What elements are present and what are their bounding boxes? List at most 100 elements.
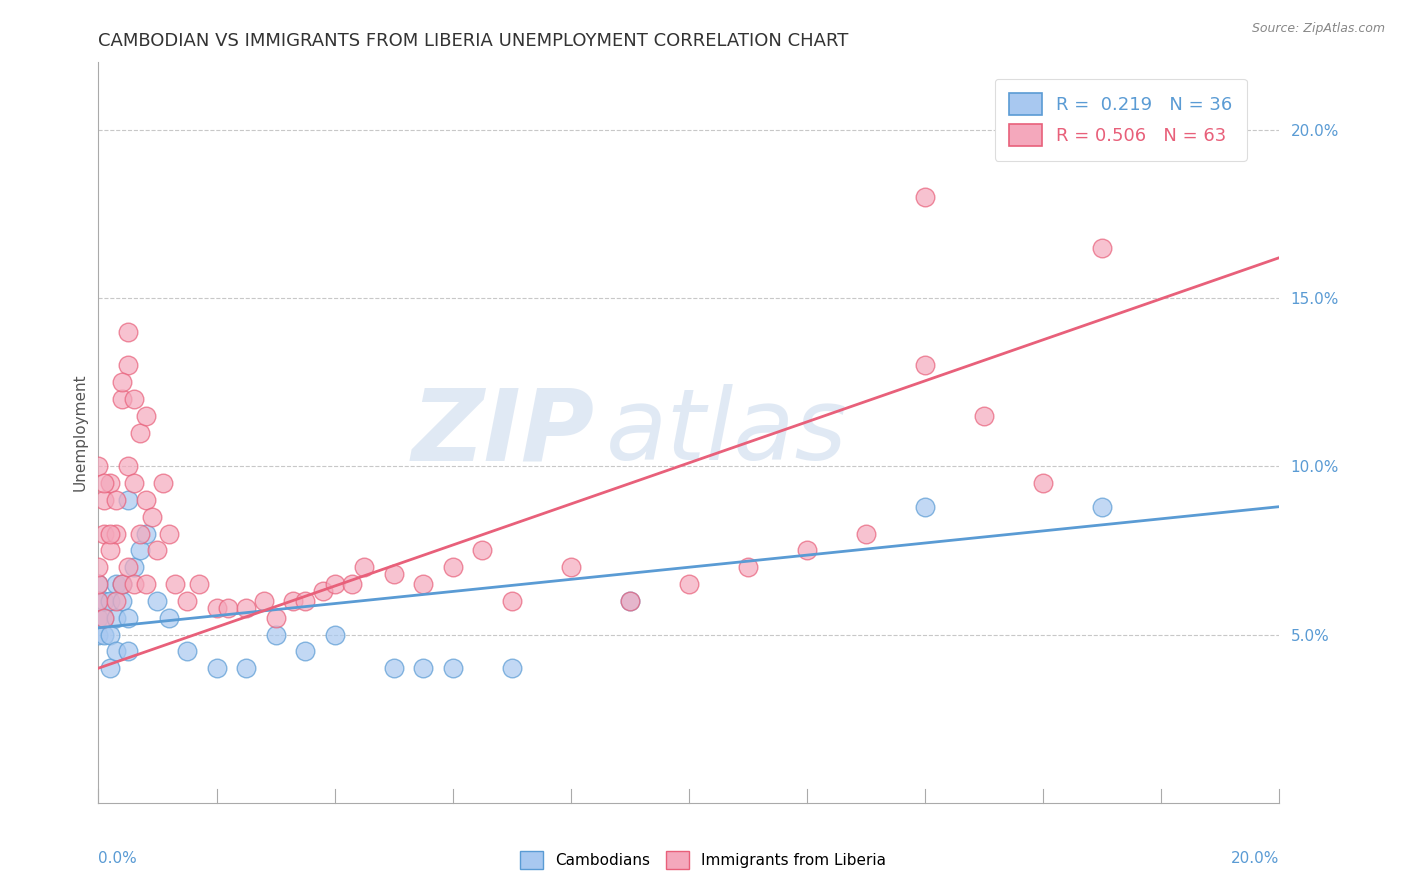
Y-axis label: Unemployment: Unemployment [72, 374, 87, 491]
Point [93, 526, 115, 541]
Point [176, 594, 198, 608]
Point [294, 644, 316, 658]
Point [283, 594, 305, 608]
Point [105, 594, 128, 608]
Point [501, 594, 523, 608]
Point [619, 594, 641, 608]
Point [105, 492, 128, 507]
Point [98, 526, 121, 541]
Point [217, 600, 239, 615]
Point [117, 560, 139, 574]
Point [117, 459, 139, 474]
Point [264, 627, 287, 641]
Point [98, 594, 121, 608]
Point [176, 644, 198, 658]
Point [87, 577, 110, 591]
Point [152, 476, 174, 491]
Point [105, 577, 128, 591]
Point [1091, 500, 1114, 514]
Point [855, 526, 877, 541]
Point [87, 594, 110, 608]
Point [205, 661, 228, 675]
Text: 20.0%: 20.0% [1232, 851, 1279, 866]
Point [111, 577, 134, 591]
Point [678, 577, 700, 591]
Point [87, 459, 110, 474]
Point [135, 526, 157, 541]
Point [87, 627, 110, 641]
Legend: Cambodians, Immigrants from Liberia: Cambodians, Immigrants from Liberia [515, 845, 891, 875]
Point [914, 190, 936, 204]
Point [146, 543, 169, 558]
Point [98, 543, 121, 558]
Point [93, 492, 115, 507]
Point [294, 594, 316, 608]
Point [117, 359, 139, 373]
Point [122, 577, 145, 591]
Point [323, 577, 346, 591]
Point [441, 560, 464, 574]
Text: ZIP: ZIP [412, 384, 595, 481]
Point [87, 577, 110, 591]
Point [93, 610, 115, 624]
Point [187, 577, 209, 591]
Point [165, 577, 187, 591]
Point [1091, 240, 1114, 255]
Point [135, 409, 157, 423]
Point [87, 560, 110, 574]
Point [87, 610, 110, 624]
Point [105, 526, 128, 541]
Point [98, 476, 121, 491]
Point [619, 594, 641, 608]
Point [98, 661, 121, 675]
Point [111, 375, 134, 389]
Point [205, 600, 228, 615]
Point [122, 392, 145, 406]
Point [111, 392, 134, 406]
Point [128, 425, 150, 440]
Point [87, 594, 110, 608]
Text: atlas: atlas [606, 384, 848, 481]
Point [157, 526, 180, 541]
Point [135, 577, 157, 591]
Point [93, 610, 115, 624]
Point [560, 560, 582, 574]
Point [914, 500, 936, 514]
Point [1032, 476, 1054, 491]
Point [796, 543, 818, 558]
Text: Source: ZipAtlas.com: Source: ZipAtlas.com [1251, 22, 1385, 36]
Point [382, 661, 405, 675]
Point [117, 492, 139, 507]
Point [93, 627, 115, 641]
Point [412, 577, 434, 591]
Point [914, 359, 936, 373]
Point [323, 627, 346, 641]
Point [253, 594, 276, 608]
Point [117, 610, 139, 624]
Point [412, 661, 434, 675]
Point [122, 476, 145, 491]
Text: CAMBODIAN VS IMMIGRANTS FROM LIBERIA UNEMPLOYMENT CORRELATION CHART: CAMBODIAN VS IMMIGRANTS FROM LIBERIA UNE… [98, 32, 849, 50]
Point [737, 560, 759, 574]
Point [93, 594, 115, 608]
Point [312, 583, 335, 598]
Point [353, 560, 375, 574]
Point [128, 543, 150, 558]
Point [342, 577, 364, 591]
Point [501, 661, 523, 675]
Point [93, 476, 115, 491]
Point [146, 594, 169, 608]
Point [141, 509, 163, 524]
Point [235, 600, 257, 615]
Point [382, 566, 405, 581]
Point [111, 577, 134, 591]
Point [98, 627, 121, 641]
Legend: R =  0.219   N = 36, R = 0.506   N = 63: R = 0.219 N = 36, R = 0.506 N = 63 [994, 78, 1247, 161]
Text: 0.0%: 0.0% [98, 851, 138, 866]
Point [122, 560, 145, 574]
Point [117, 325, 139, 339]
Point [157, 610, 180, 624]
Point [128, 526, 150, 541]
Point [973, 409, 995, 423]
Point [471, 543, 494, 558]
